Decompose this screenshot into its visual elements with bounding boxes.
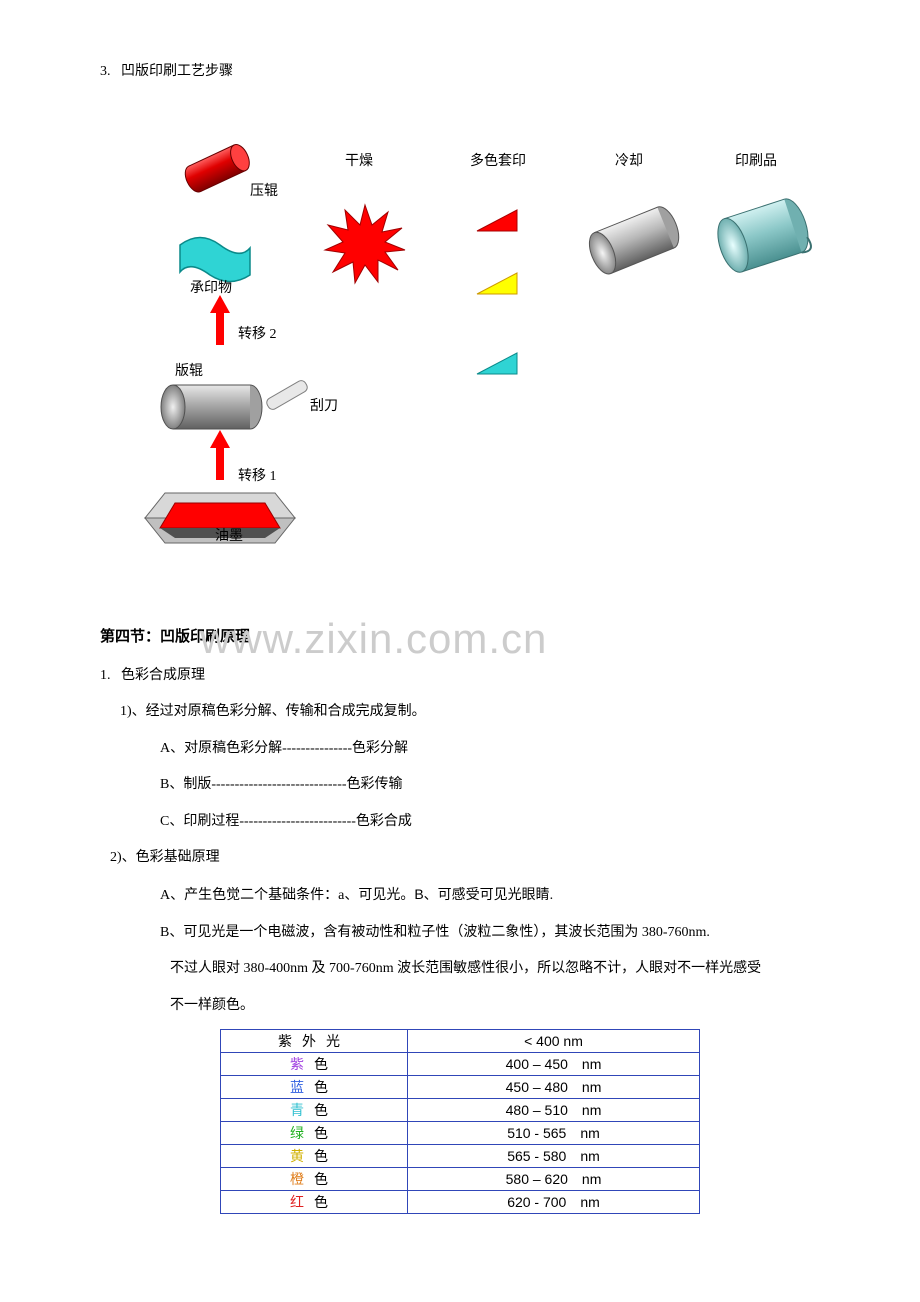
table-row: 紫外光< 400 nm [221,1029,700,1052]
wavelength-cell: 510 - 565 nm [408,1121,700,1144]
triangle-cyan [475,350,520,378]
wavelength-cell: 565 - 580 nm [408,1144,700,1167]
label-print: 印刷品 [735,150,777,170]
item-1-title: 色彩合成原理 [121,668,205,683]
section-3-title: 凹版印刷工艺步骤 [121,64,233,79]
section-3-heading: 3. 凹版印刷工艺步骤 [100,60,840,80]
item-2-a: A、产生色觉二个基础条件：a、可见光。B、可感受可见光眼睛. [100,876,840,914]
wavelength-cell: 620 - 700 nm [408,1190,700,1213]
table-row: 红色620 - 700 nm [221,1190,700,1213]
arrow-transfer-1 [208,430,232,485]
item-1-b: B、制版-----------------------------色彩传输 [100,767,840,803]
label-substrate: 承印物 [190,277,232,297]
label-multicolor: 多色套印 [470,150,526,170]
color-name-cell: 紫色 [221,1052,408,1075]
wavelength-cell: < 400 nm [408,1029,700,1052]
item-1-heading: 1. 色彩合成原理 [100,658,840,694]
wavelength-table: 紫外光< 400 nm紫色400 – 450 nm蓝色450 – 480 nm青… [220,1029,700,1214]
item-2-b2: 不过人眼对 380-400nm 及 700-760nm 波长范围敏感性很小，所以… [100,951,840,987]
table-row: 蓝色450 – 480 nm [221,1075,700,1098]
table-row: 紫色400 – 450 nm [221,1052,700,1075]
arrow-transfer-2 [208,295,232,350]
section-3-num: 3. [100,64,111,79]
print-product-icon [710,195,820,280]
color-name-cell: 橙色 [221,1167,408,1190]
wavelength-cell: 580 – 620 nm [408,1167,700,1190]
item-2-a-prefix: A、产生色觉二个基础条件：a、可见光。 [160,888,414,903]
table-row: 黄色565 - 580 nm [221,1144,700,1167]
label-drying: 干燥 [345,150,373,170]
label-scraper: 刮刀 [310,395,338,415]
label-plate-roll: 版辊 [175,360,203,380]
color-name-cell: 红色 [221,1190,408,1213]
process-diagram: 干燥 多色套印 冷却 印刷品 压辊 [120,105,840,595]
scraper-icon [260,373,315,418]
color-name-cell: 青色 [221,1098,408,1121]
item-1-num: 1. [100,668,111,683]
triangle-red [475,207,520,235]
color-name-cell: 黄色 [221,1144,408,1167]
label-transfer-2: 转移 2 [238,323,277,343]
triangle-yellow [475,270,520,298]
label-transfer-1: 转移 1 [238,465,277,485]
item-1-a: A、对原稿色彩分解---------------色彩分解 [100,731,840,767]
table-row: 橙色580 – 620 nm [221,1167,700,1190]
color-name-cell: 蓝色 [221,1075,408,1098]
table-row: 青色480 – 510 nm [221,1098,700,1121]
color-name-cell: 绿色 [221,1121,408,1144]
wavelength-cell: 400 – 450 nm [408,1052,700,1075]
item-2-b: B、可见光是一个电磁波，含有被动性和粒子性（波粒二象性），其波长范围为 380-… [100,915,840,951]
item-2-b3: 不一样颜色。 [100,988,840,1024]
item-2-title: 2)、色彩基础原理 [90,840,840,876]
plate-roll-icon [155,380,265,435]
item-2-a-suffix: 、可感受可见光眼睛. [424,888,554,903]
color-name-cell: 紫外光 [221,1029,408,1052]
wavelength-cell: 480 – 510 nm [408,1098,700,1121]
press-roll-icon [180,140,260,195]
section-4-title: 第四节：凹版印刷原理 [100,625,840,646]
cooling-roll-icon [580,205,690,275]
label-press-roll: 压辊 [250,180,278,200]
label-cooling: 冷却 [615,150,643,170]
item-1-c: C、印刷过程-------------------------色彩合成 [100,804,840,840]
item-1-sub1: 1)、经过对原稿色彩分解、传输和合成完成复制。 [100,694,840,730]
drying-starburst-icon [320,200,410,290]
label-ink: 油墨 [215,525,243,545]
item-2-a-b: B [414,886,423,902]
table-row: 绿色510 - 565 nm [221,1121,700,1144]
wavelength-cell: 450 – 480 nm [408,1075,700,1098]
